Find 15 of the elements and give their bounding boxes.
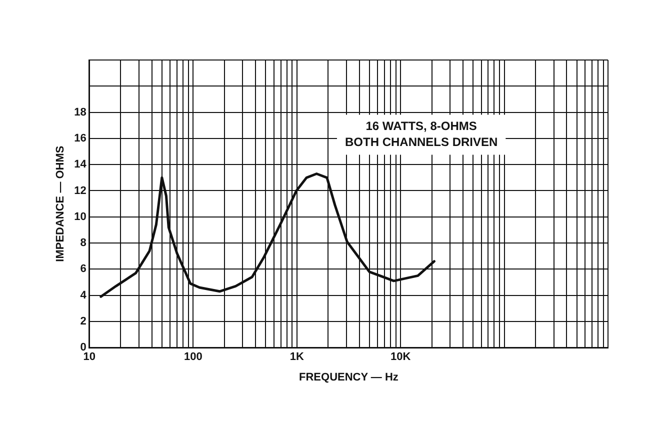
x-tick-label: 1K <box>290 351 304 364</box>
y-tick-label: 18 <box>74 106 86 118</box>
y-tick-label: 2 <box>80 315 86 328</box>
x-tick-label: 100 <box>184 351 202 364</box>
y-tick-label: 16 <box>74 132 86 144</box>
x-tick-label: 10K <box>390 351 411 364</box>
y-axis-title: IMPEDANCE — OHMS <box>54 146 67 262</box>
y-tick-label: 6 <box>80 263 86 276</box>
annotation: 16 WATTS, 8-OHMS BOTH CHANNELS DRIVEN <box>344 119 498 150</box>
y-tick-label: 4 <box>80 289 88 302</box>
y-tick-label: 12 <box>74 184 86 197</box>
y-tick-label: 8 <box>80 237 86 250</box>
y-tick-label: 10 <box>74 210 86 223</box>
y-tick-label: 14 <box>74 158 88 171</box>
x-axis-title: FREQUENCY — Hz <box>299 371 399 384</box>
